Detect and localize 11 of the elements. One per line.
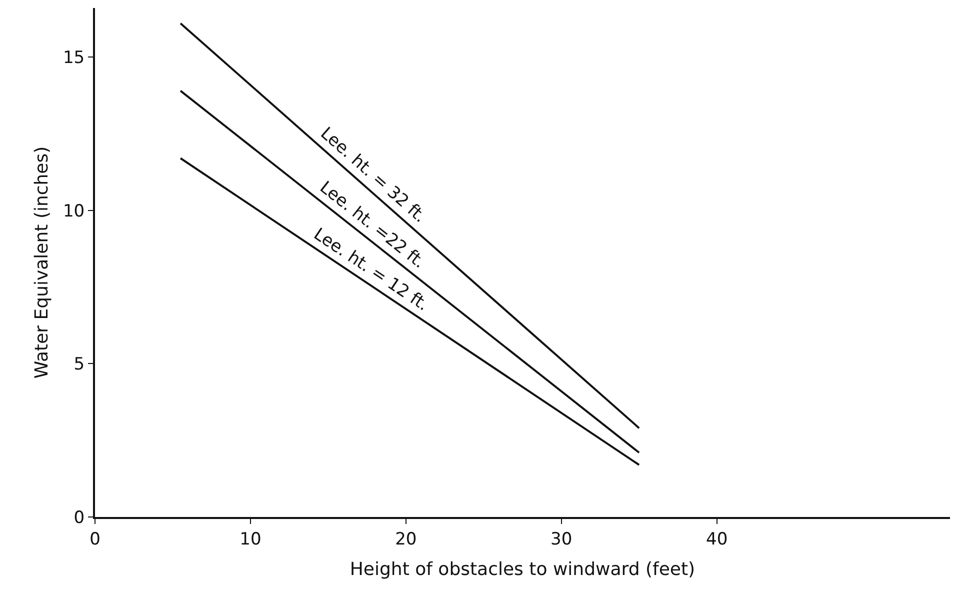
y-tick-label: 5 — [74, 354, 85, 375]
x-axis-title: Height of obstacles to windward (feet) — [350, 559, 696, 580]
y-axis-title: Water Equivalent (inches) — [32, 146, 53, 379]
x-tick-label: 0 — [90, 529, 100, 550]
x-tick-label: 20 — [395, 529, 417, 550]
y-tick-label: 0 — [74, 508, 85, 528]
x-tick-label: 30 — [550, 529, 572, 550]
x-tick-label: 10 — [240, 529, 262, 550]
y-tick-label: 10 — [62, 201, 85, 222]
x-tick-label: 40 — [706, 529, 728, 550]
y-tick-label: 15 — [62, 48, 85, 68]
